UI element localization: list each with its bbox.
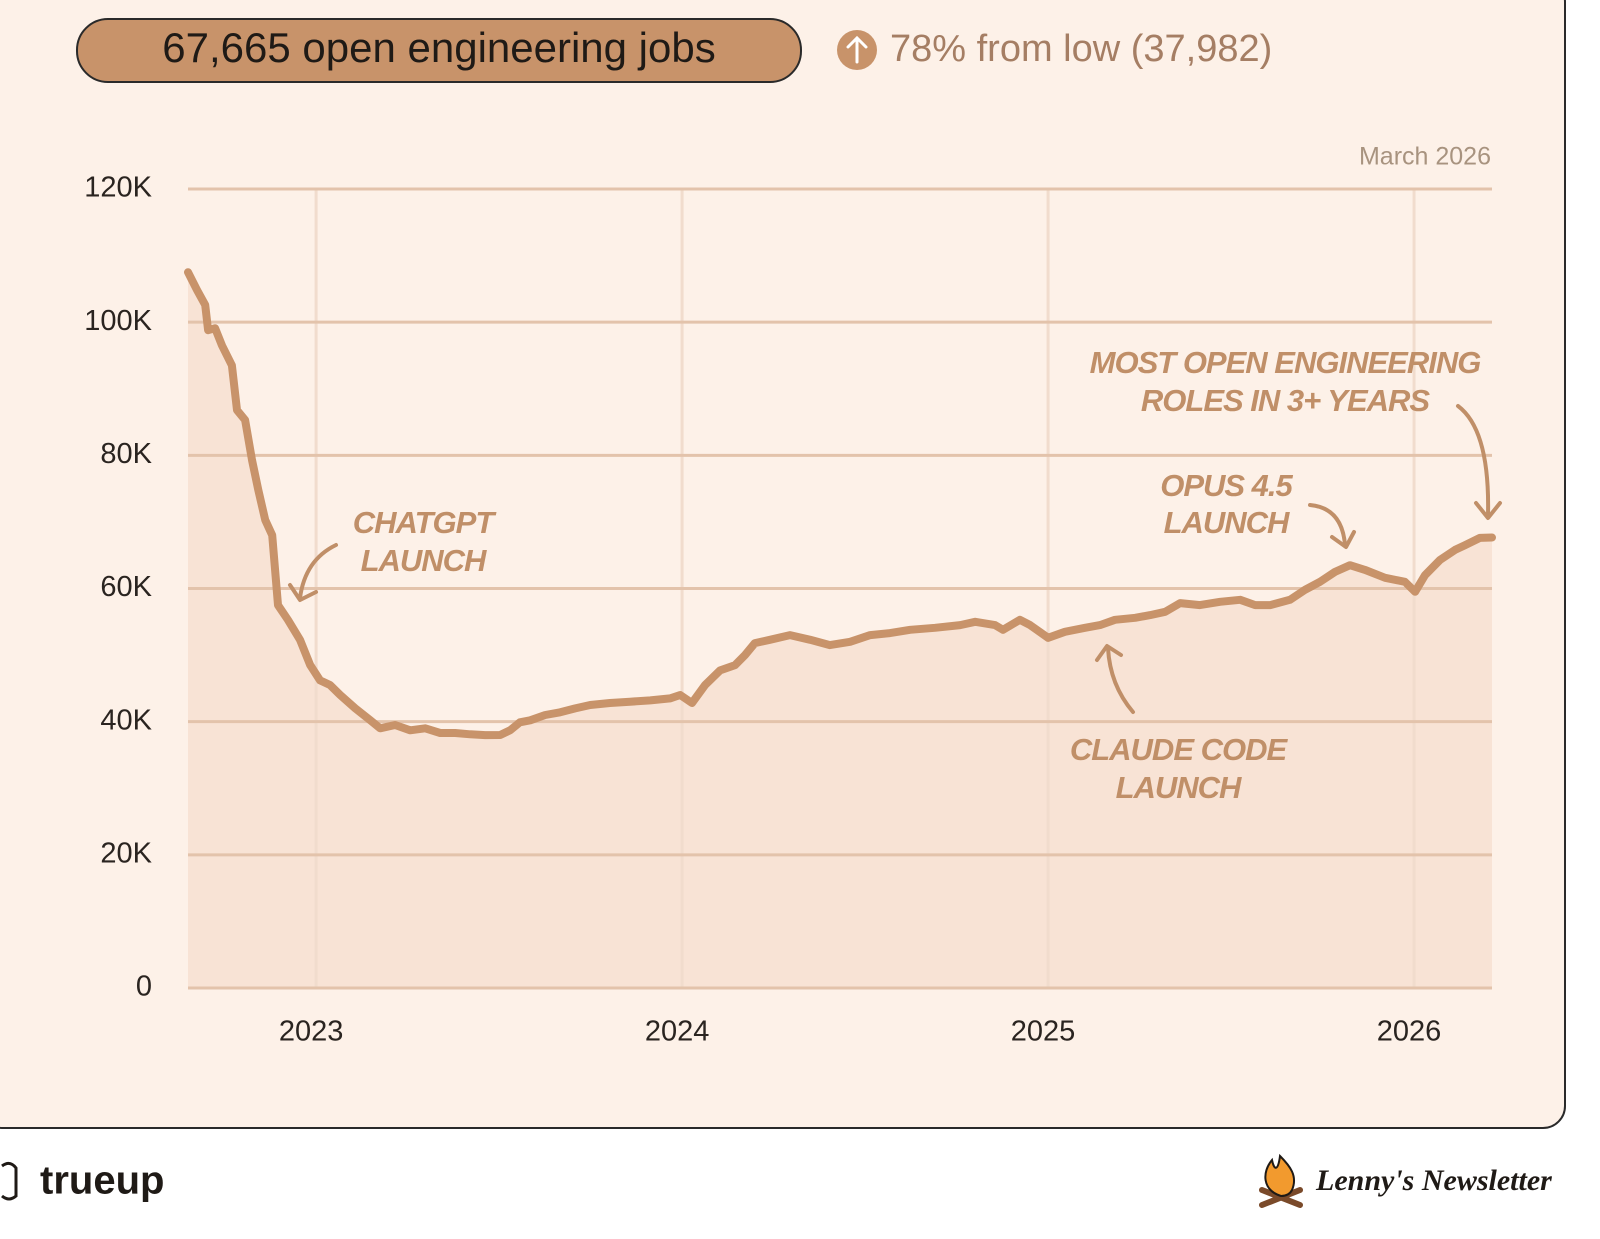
chart-title: 67,665 open engineering jobs [162,24,715,71]
y-tick-label: 20K [100,837,152,869]
arrow [298,543,338,600]
annotation: CHATGPT [353,505,498,540]
y-tick-label: 80K [100,438,152,470]
x-tick-label: 2026 [1377,1016,1442,1048]
arrow [1106,646,1135,714]
area [188,272,1492,988]
annotation: OPUS 4.5 [1160,468,1293,503]
annotation: CLAUDE CODE [1070,732,1289,767]
annotation: LAUNCH [1116,770,1242,805]
logo-logs [1259,1187,1303,1208]
x-tick-label: 2024 [645,1016,710,1048]
footer-left: trueup [40,1159,164,1203]
line [184,268,1496,740]
x-tick-label: 2025 [1011,1016,1076,1048]
annotation: LAUNCH [361,543,487,578]
logo-flame [1264,1153,1296,1198]
annotation: ROLES IN 3+ YEARS [1141,383,1431,418]
x-tick-label: 2023 [279,1016,344,1048]
up-arrow [846,35,868,64]
arrow-head [1330,530,1356,549]
arrow [1308,503,1347,547]
annotation: MOST OPEN ENGINEERING [1090,345,1482,380]
y-tick-label: 100K [84,305,152,337]
y-tick-label: 120K [84,172,152,204]
date-label: March 2026 [1359,143,1491,171]
annotation: LAUNCH [1164,505,1290,540]
y-tick-label: 60K [100,571,152,603]
plot: 0 20K 40K 60K 80K 100K 120K 2023 2024 2025 2026 [84,172,1496,1048]
trueup-logo [1,1161,18,1201]
arrow-head [288,583,318,602]
footer-right: Lenny's Newsletter [1315,1164,1552,1197]
arrow-head [1474,501,1502,520]
y-tick-label: 40K [100,704,152,736]
arrow-head [1095,644,1123,662]
y-tick-label: 0 [136,971,152,1003]
subtitle: 78% from low (37,982) [890,28,1272,70]
headline-pill [76,18,802,83]
arrow [1456,404,1491,517]
